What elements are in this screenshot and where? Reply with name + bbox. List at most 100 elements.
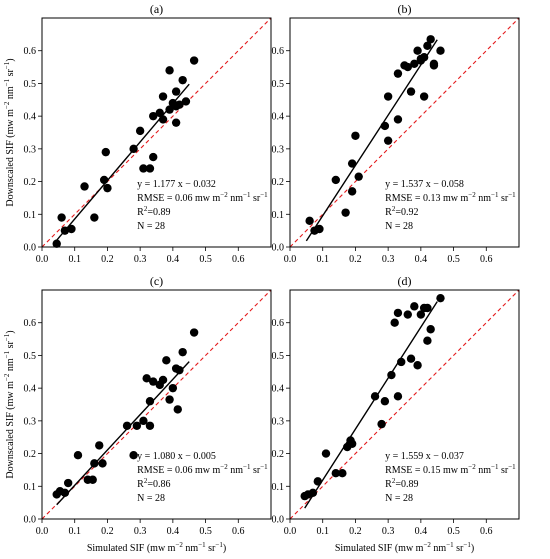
- x-tick-label: 0.0: [284, 526, 297, 537]
- x-tick-label: 0.4: [415, 526, 428, 537]
- y-tick-label: 0.5: [272, 79, 285, 90]
- y-tick-label: 0.4: [24, 112, 37, 123]
- data-point: [189, 56, 199, 65]
- annotation-line: RMSE = 0.15 mw m−2 nm−1 sr−1: [385, 463, 516, 476]
- data-point: [139, 164, 148, 173]
- y-tick-label: 0.5: [24, 351, 37, 362]
- data-point: [423, 303, 432, 313]
- data-point: [145, 421, 155, 430]
- data-point: [351, 131, 360, 140]
- data-point: [168, 383, 178, 393]
- y-tick-label: 0.6: [272, 46, 285, 57]
- data-point: [135, 126, 145, 136]
- y-tick-label: 0.3: [24, 416, 37, 427]
- annotation-line: RMSE = 0.06 mw m−2 nm−1 sr−1: [137, 191, 268, 204]
- y-tick-label: 0.0: [24, 243, 37, 254]
- data-point: [149, 111, 158, 121]
- data-point: [158, 92, 168, 101]
- data-point: [419, 92, 429, 101]
- fit-line: [56, 83, 190, 241]
- x-tick-label: 0.0: [36, 254, 49, 265]
- data-point: [88, 475, 97, 484]
- data-point: [383, 136, 393, 145]
- data-point: [429, 59, 439, 68]
- panel-c: (c) 0.0 0.1 0.2 0.3 0.4 0.5 0.6 0.0 0.1 0.2 0.3 0.4 0…: [3, 274, 272, 554]
- one-to-one-line: [290, 290, 519, 519]
- data-point: [90, 213, 99, 222]
- x-tick-label: 0.2: [349, 254, 362, 265]
- data-point: [142, 374, 151, 383]
- x-tick-label: 0.5: [199, 526, 212, 537]
- data-point: [181, 97, 191, 106]
- x-tick-label: 0.6: [232, 254, 245, 265]
- x-tick-label: 0.1: [68, 526, 81, 537]
- data-point: [139, 416, 148, 426]
- data-point: [406, 354, 416, 363]
- panel-d: (d) 0.0 0.1 0.2 0.3 0.4 0.5 0.6 0.0 0.1 0.2 0.3 0.4 0…: [272, 274, 520, 554]
- x-tick-label: 0.6: [480, 526, 493, 537]
- data-point: [423, 336, 432, 345]
- x-tick-label: 0.3: [134, 526, 147, 537]
- annotation-line: R2=0.86: [137, 477, 170, 490]
- annotation-line: R2=0.89: [137, 205, 170, 218]
- data-point: [436, 46, 445, 55]
- x-tick-label: 0.6: [232, 526, 245, 537]
- annotation-line: y = 1.177 x − 0.032: [137, 179, 216, 190]
- panel-b: (b) 0.0 0.1 0.2 0.3 0.4 0.5 0.6 0.0 0.1 0.2 0.3 0.4 0…: [272, 2, 520, 265]
- data-point: [413, 46, 422, 55]
- data-point: [145, 397, 155, 406]
- data-point: [101, 147, 110, 157]
- data-point: [403, 310, 412, 319]
- annotation-line: RMSE = 0.13 mw m−2 nm−1 sr−1: [385, 191, 516, 204]
- x-tick-label: 0.3: [382, 526, 395, 537]
- fit-line: [304, 301, 438, 509]
- x-tick-label: 0.5: [447, 526, 460, 537]
- data-point: [416, 310, 426, 319]
- data-point: [149, 152, 158, 162]
- data-point: [129, 451, 138, 460]
- x-axis-label: Simulated SIF (mw m−2 nm−1 sr−1): [87, 541, 226, 554]
- x-tick-label: 0.4: [415, 254, 428, 265]
- one-to-one-line: [290, 18, 519, 247]
- panel-title: (a): [150, 2, 163, 16]
- data-point: [149, 377, 158, 386]
- x-tick-label: 0.0: [284, 254, 297, 265]
- one-to-one-line: [42, 290, 271, 519]
- data-point: [347, 159, 357, 168]
- data-point: [393, 308, 403, 318]
- data-point: [80, 182, 89, 191]
- y-tick-label: 0.5: [24, 79, 37, 90]
- y-tick-label: 0.2: [24, 449, 37, 460]
- data-point: [338, 469, 347, 478]
- data-point: [162, 356, 171, 365]
- data-point: [426, 35, 435, 44]
- data-point: [189, 328, 199, 337]
- data-point: [390, 318, 399, 327]
- data-point: [175, 100, 184, 109]
- y-tick-label: 0.0: [24, 515, 37, 526]
- y-tick-label: 0.2: [272, 449, 285, 460]
- fit-line: [305, 39, 438, 242]
- x-tick-label: 0.2: [349, 526, 362, 537]
- x-tick-label: 0.3: [134, 254, 147, 265]
- data-point: [383, 92, 393, 101]
- axes-frame: [41, 17, 272, 248]
- data-point: [410, 302, 419, 311]
- data-point: [423, 41, 432, 51]
- x-tick-label: 0.1: [316, 526, 329, 537]
- data-point: [158, 375, 168, 385]
- data-point: [178, 347, 187, 357]
- x-tick-label: 0.2: [101, 254, 114, 265]
- panel-a: (a) 0.0 0.1 0.2 0.3 0.4 0.5 0.6 0.0 0.1 0.2 0.3 0.4 0…: [3, 2, 272, 265]
- y-tick-label: 0.5: [272, 351, 285, 362]
- data-point: [165, 395, 174, 404]
- data-point: [305, 216, 314, 226]
- data-point: [67, 224, 76, 234]
- data-point: [347, 439, 357, 448]
- x-tick-label: 0.5: [447, 254, 460, 265]
- y-tick-label: 0.1: [272, 482, 285, 493]
- fit-line: [56, 361, 190, 506]
- annotation-line: N = 28: [385, 493, 413, 504]
- y-tick-label: 0.1: [24, 482, 37, 493]
